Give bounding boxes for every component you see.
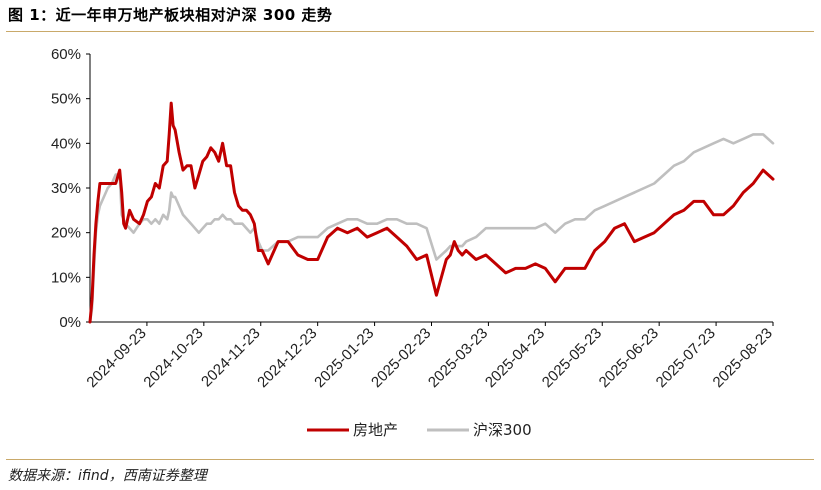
legend-label: 沪深300 (473, 421, 532, 439)
chart-title: 图 1：近一年申万地产板块相对沪深 300 走势 (8, 6, 333, 24)
x-tick-label: 2025-02-23 (368, 325, 434, 391)
x-tick-label: 2025-03-23 (425, 325, 491, 391)
y-tick-label: 20% (51, 225, 81, 242)
x-tick-label: 2025-06-23 (596, 325, 662, 391)
x-tick-label: 2025-04-23 (482, 325, 548, 391)
x-tick-label: 2024-10-23 (140, 325, 206, 391)
series-line-real-estate (88, 101, 775, 324)
x-tick-label: 2024-09-23 (83, 325, 149, 391)
y-tick-label: 0% (59, 314, 81, 331)
series-line-csi300 (88, 133, 775, 324)
line-chart: 0% 10% 20% 30% 40% 50% 60% 2024-09-232024-10-23… (51, 46, 776, 439)
x-tick-label: 2024-11-23 (198, 325, 263, 390)
y-tick-label: 10% (51, 269, 81, 286)
header-rule (6, 31, 814, 32)
x-tick-label: 2025-05-23 (539, 325, 605, 391)
y-tick-label: 60% (51, 46, 81, 63)
x-tick-label: 2025-07-23 (653, 325, 719, 391)
chart-series (88, 101, 775, 324)
y-tick-label: 50% (51, 91, 81, 108)
y-tick-label: 30% (51, 180, 81, 197)
legend-label: 房地产 (353, 421, 398, 439)
y-tick-label: 40% (51, 135, 81, 152)
source-note: 数据来源：ifind，西南证券整理 (8, 468, 207, 484)
footer-rule (6, 459, 814, 460)
chart-axes: 0% 10% 20% 30% 40% 50% 60% 2024-09-232024-10-23… (51, 46, 776, 391)
x-tick-label: 2025-08-23 (710, 325, 776, 391)
x-tick-label: 2024-12-23 (254, 325, 320, 391)
chart-legend: 房地产 沪深300 (307, 421, 532, 439)
x-tick-label: 2025-01-23 (311, 325, 377, 391)
